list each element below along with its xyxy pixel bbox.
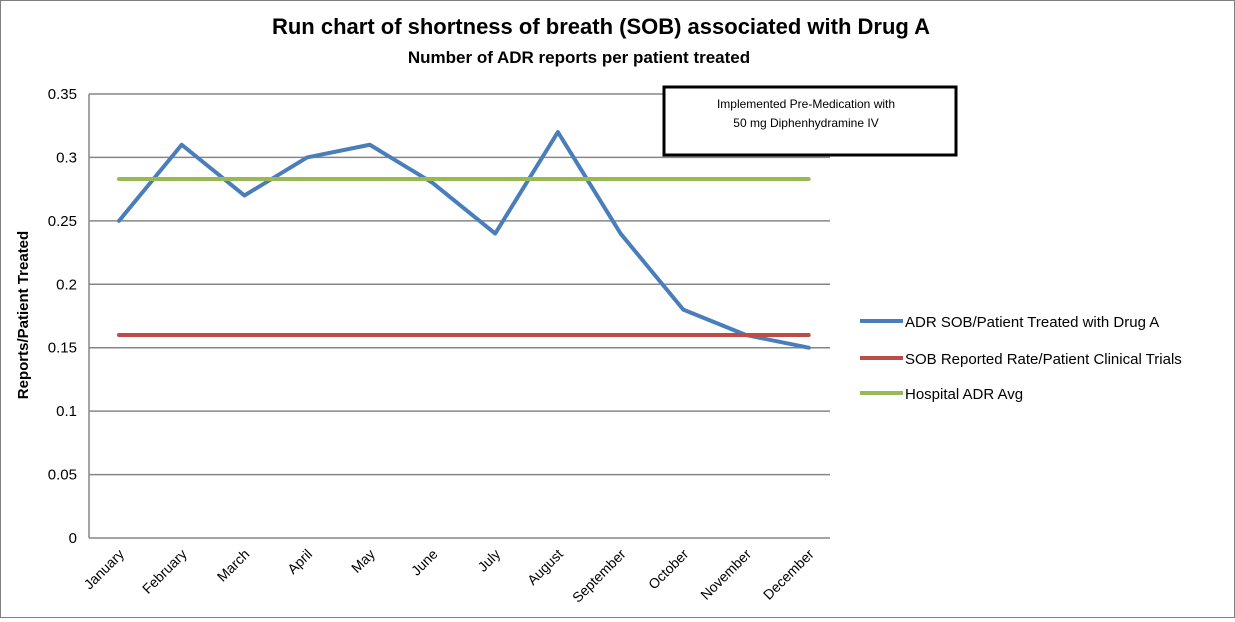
legend-label: Hospital ADR Avg — [905, 386, 1023, 403]
annotation-box: Implemented Pre-Medication with 50 mg Di… — [662, 85, 958, 157]
grid-lines — [88, 93, 830, 539]
x-tick-label: June — [408, 546, 441, 579]
chart-subtitle: Number of ADR reports per patient treate… — [408, 48, 750, 67]
y-tick-label: 0.1 — [56, 403, 77, 420]
x-tick-label: December — [760, 546, 817, 603]
legend-label: ADR SOB/Patient Treated with Drug A — [905, 314, 1159, 331]
legend-label: SOB Reported Rate/Patient Clinical Trial… — [905, 351, 1182, 368]
x-tick-label: January — [81, 546, 128, 593]
y-tick-label: 0.15 — [48, 340, 77, 357]
annotation-border — [662, 85, 958, 157]
x-tick-label: February — [139, 546, 190, 597]
x-tick-label: March — [214, 546, 253, 585]
y-tick-label: 0.2 — [56, 276, 77, 293]
x-tick-labels: January February March April May June July Augu… — [81, 546, 817, 606]
y-tick-label: 0.25 — [48, 213, 77, 230]
annotation-line-1: Implemented Pre-Medication with — [717, 97, 895, 111]
y-axis-label: Reports/Patient Treated — [15, 231, 32, 399]
x-tick-label: July — [474, 546, 503, 575]
legend: ADR SOB/Patient Treated with Drug A SOB R… — [860, 314, 1182, 403]
y-tick-label: 0.05 — [48, 467, 77, 484]
y-tick-label: 0 — [69, 530, 77, 547]
x-tick-label: September — [569, 546, 629, 606]
x-tick-label: August — [524, 546, 566, 588]
y-tick-label: 0.35 — [48, 86, 77, 103]
x-tick-label: November — [697, 546, 754, 603]
annotation-line-2: 50 mg Diphenhydramine IV — [733, 116, 878, 130]
chart-title: Run chart of shortness of breath (SOB) a… — [272, 14, 930, 39]
series-lines — [117, 130, 811, 350]
x-tick-label: October — [645, 546, 692, 593]
series-line-0 — [117, 130, 811, 350]
x-tick-label: April — [284, 546, 315, 577]
x-tick-label: May — [348, 546, 378, 576]
y-tick-label: 0.3 — [56, 149, 77, 166]
y-tick-labels: 0 0.05 0.1 0.15 0.2 0.25 0.3 0.35 — [48, 86, 77, 547]
